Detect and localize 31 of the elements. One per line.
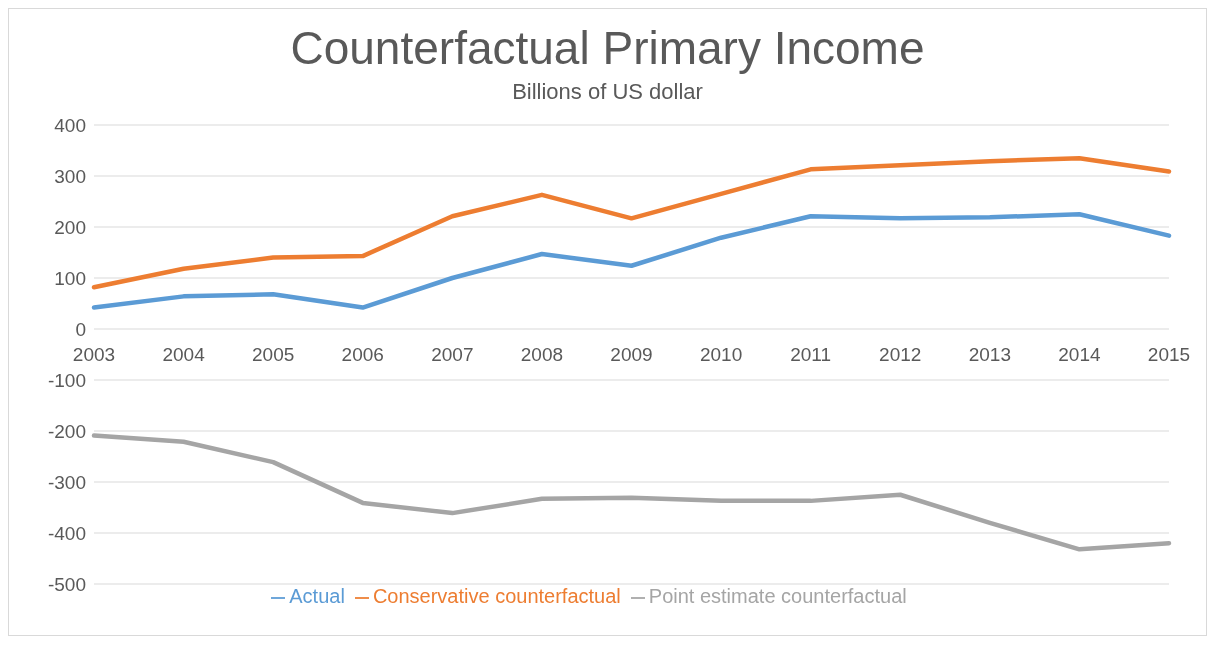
legend-label: Actual xyxy=(289,585,345,607)
x-tick-label: 2004 xyxy=(162,344,206,365)
x-tick-label: 2013 xyxy=(968,344,1011,365)
chart-title: Counterfactual Primary Income xyxy=(289,21,926,75)
line-series xyxy=(91,212,1172,310)
y-tick-label: -500 xyxy=(47,573,86,595)
x-tick-label: 2003 xyxy=(72,344,116,365)
x-tick-label: 2011 xyxy=(790,344,832,365)
x-tick-label: 2014 xyxy=(1058,344,1101,365)
x-tick-label: 2012 xyxy=(879,344,922,365)
x-tick-label: 2009 xyxy=(610,344,653,365)
y-tick-label: -300 xyxy=(47,471,86,493)
y-tick-label: -400 xyxy=(47,522,86,544)
x-tick-label: 2005 xyxy=(252,344,295,365)
chart-subtitle: Billions of US dollar xyxy=(511,79,704,105)
y-tick-label: -200 xyxy=(47,420,86,442)
y-tick-label: 200 xyxy=(54,216,86,238)
y-tick-label: 100 xyxy=(54,267,86,289)
x-tick-label: 2008 xyxy=(520,344,564,365)
y-tick-label: 400 xyxy=(54,114,86,136)
legend-label: Conservative counterfactual xyxy=(372,585,621,607)
legend-label: Point estimate counterfactual xyxy=(648,585,907,607)
x-tick-label: 2015 xyxy=(1147,344,1191,365)
y-tick-label: 0 xyxy=(75,318,86,340)
y-tick-label: -100 xyxy=(47,369,86,391)
y-tick-label: 300 xyxy=(54,165,86,187)
x-tick-label: 2007 xyxy=(431,344,474,365)
line-series xyxy=(91,155,1172,290)
line-series xyxy=(91,433,1172,552)
x-tick-label: 2006 xyxy=(341,344,384,365)
x-tick-label: 2010 xyxy=(699,344,743,365)
